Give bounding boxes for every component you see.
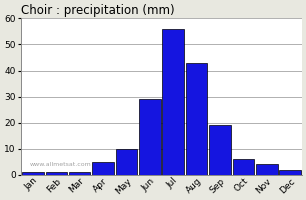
- Bar: [69, 172, 91, 175]
- Bar: [92, 162, 114, 175]
- Bar: [186, 63, 207, 175]
- Bar: [279, 170, 301, 175]
- Bar: [256, 164, 278, 175]
- Bar: [116, 149, 137, 175]
- Bar: [139, 99, 161, 175]
- Bar: [209, 125, 231, 175]
- Bar: [162, 29, 184, 175]
- Text: Choir : precipitation (mm): Choir : precipitation (mm): [21, 4, 175, 17]
- Text: www.allmetsat.com: www.allmetsat.com: [30, 162, 91, 167]
- Bar: [46, 172, 67, 175]
- Bar: [22, 172, 44, 175]
- Bar: [233, 159, 254, 175]
